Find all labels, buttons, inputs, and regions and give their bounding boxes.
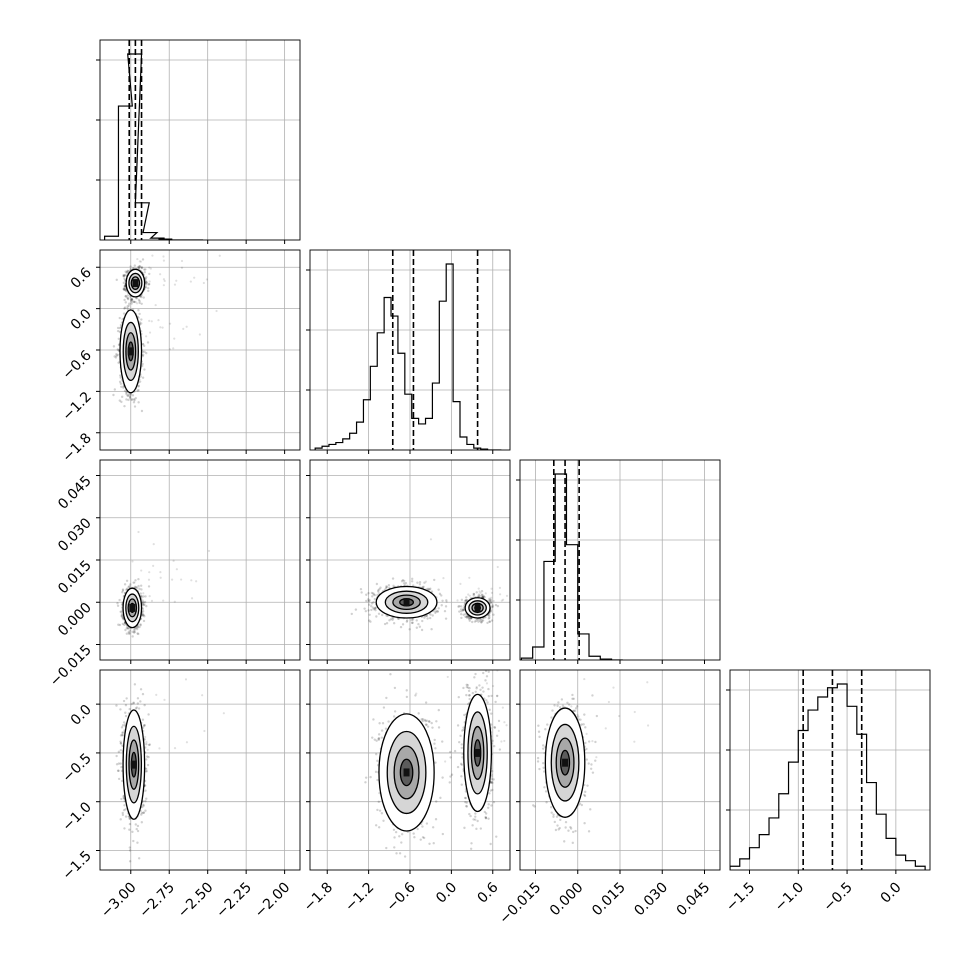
density-peak xyxy=(474,748,481,757)
y-tick-label: 0.000 xyxy=(55,600,95,640)
x-tick-label: −2.25 xyxy=(213,880,255,922)
panel-0-0 xyxy=(96,39,301,244)
y-tick-label: −0.6 xyxy=(59,347,94,382)
histogram-bars xyxy=(104,53,204,240)
panel-1-0: −1.8 −1.2 −0.6 0.0 0.6 xyxy=(59,249,301,466)
panel-frame xyxy=(729,669,931,871)
y-tick-label: −1.2 xyxy=(59,389,94,424)
y-tick-label: −1.8 xyxy=(59,430,94,465)
x-tick-label: −0.015 xyxy=(496,880,544,928)
density-peak xyxy=(403,598,410,607)
x-tick-label: 0.6 xyxy=(475,879,502,906)
panel-2-2 xyxy=(516,459,721,664)
density-peak xyxy=(129,603,136,612)
x-tick-label: 0.0 xyxy=(433,880,460,907)
histogram-bars xyxy=(314,263,502,450)
x-tick-label: −1.0 xyxy=(772,880,807,915)
density-peak xyxy=(403,768,410,777)
x-tick-label: 0.045 xyxy=(674,880,714,920)
x-tick-label: −1.2 xyxy=(342,880,377,915)
panel-2-1 xyxy=(306,459,511,664)
histogram-bars xyxy=(730,683,926,870)
panel-frame xyxy=(99,669,301,871)
density-peak xyxy=(132,279,139,288)
x-tick-label: −0.6 xyxy=(383,879,418,914)
y-tick-label: −1.5 xyxy=(59,848,94,883)
x-tick-label: 0.0 xyxy=(878,880,905,907)
x-tick-label: −2.75 xyxy=(136,880,178,922)
panel-3-1: −1.8 −1.2 −0.6 0.0 0.6 xyxy=(301,669,511,915)
density-peak xyxy=(127,347,134,356)
x-tick-label: −2.50 xyxy=(175,880,217,922)
x-tick-label: −1.5 xyxy=(723,880,758,915)
density-peak xyxy=(562,758,569,767)
panel-3-0: −3.00−2.75−2.50−2.25−2.00 −1.5 −1.0 −0.5 0.0 xyxy=(59,669,301,922)
x-tick-label: −0.5 xyxy=(821,880,856,915)
panel-3-3: −1.5 −1.0 −0.5 0.0 xyxy=(723,669,931,915)
y-tick-label: 0.0 xyxy=(68,702,95,729)
density-peak xyxy=(474,603,481,612)
density-peak xyxy=(130,760,137,769)
histogram-bars xyxy=(520,473,623,660)
y-tick-label: 0.015 xyxy=(55,558,95,598)
y-tick-label: −0.5 xyxy=(59,750,94,785)
x-tick-label: 0.030 xyxy=(631,880,671,920)
x-tick-label: −3.00 xyxy=(98,880,140,922)
y-tick-label: 0.6 xyxy=(68,265,95,292)
y-tick-label: 0.045 xyxy=(55,473,95,513)
x-tick-label: −1.8 xyxy=(301,880,336,915)
y-tick-label: −0.015 xyxy=(47,642,95,690)
y-tick-label: 0.0 xyxy=(68,306,95,333)
x-tick-label: 0.000 xyxy=(547,880,587,920)
y-tick-label: 0.030 xyxy=(55,515,95,555)
panel-1-1 xyxy=(306,249,511,454)
x-tick-label: −2.00 xyxy=(252,880,294,922)
panel-frame xyxy=(99,39,301,241)
y-tick-label: −1.0 xyxy=(59,799,94,834)
x-tick-label: 0.015 xyxy=(589,880,629,920)
